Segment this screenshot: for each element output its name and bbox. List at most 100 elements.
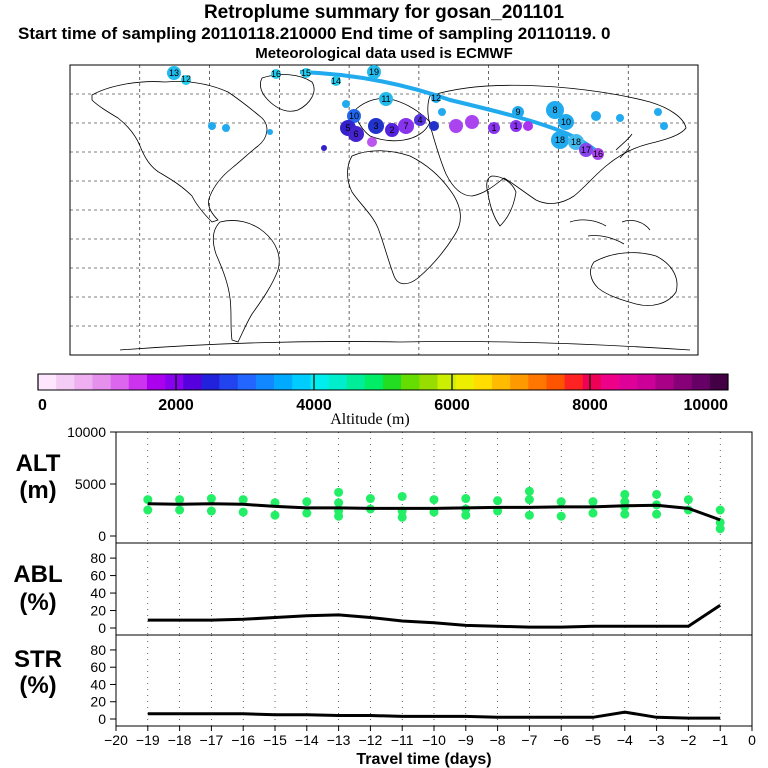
plume-marker: [465, 115, 479, 129]
plume-marker: [331, 76, 341, 86]
plume-marker: [488, 122, 500, 134]
colorbar-ticks: 0 2000 4000 6000 8000 10000: [37, 374, 729, 414]
altitude-point: [461, 494, 471, 504]
y-tick-label: 40: [90, 585, 106, 601]
colorbar-cell: [546, 374, 565, 390]
y-tick-label: 0: [98, 711, 106, 727]
altitude-point: [652, 489, 662, 499]
plume-marker: [367, 65, 381, 79]
plume-marker: [591, 111, 601, 121]
colorbar-cell: [655, 374, 674, 390]
y-tick-label: 40: [90, 676, 106, 692]
altitude-point: [652, 509, 662, 519]
plume-marker: [368, 118, 384, 134]
plume-marker: [438, 108, 446, 116]
colorbar-tick-label: 4000: [296, 397, 332, 414]
map-day-label: 12: [181, 74, 191, 84]
altitude-point: [715, 524, 725, 534]
panel-label: ALT: [16, 450, 61, 477]
y-tick-label: 80: [90, 642, 106, 658]
map-day-label: 18: [571, 137, 581, 147]
y-tick-label: 5000: [75, 476, 106, 492]
altitude-point: [206, 506, 216, 516]
map-day-label: 2: [389, 125, 394, 135]
altitude-point: [206, 494, 216, 504]
y-tick-label: 60: [90, 568, 106, 584]
colorbar-cell: [74, 374, 93, 390]
met-data-line: Meteorological data used is ECMWF: [255, 45, 513, 62]
colorbar-cell: [183, 374, 202, 390]
x-tick-label: −8: [490, 732, 506, 748]
sampling-time-line: Start time of sampling 20110118.210000 E…: [18, 24, 611, 43]
y-tick-label: 20: [90, 694, 106, 710]
map-day-label: 11: [381, 94, 390, 104]
x-tick-label: −12: [359, 732, 383, 748]
plume-marker: [558, 114, 574, 130]
plume-marker: [301, 68, 311, 78]
map-day-label: 5: [345, 123, 350, 133]
x-tick-label: −7: [521, 732, 537, 748]
plume-marker: [579, 143, 593, 157]
altitude-point: [238, 507, 248, 517]
colorbar-cell: [709, 374, 729, 390]
plume-marker: [208, 122, 216, 130]
x-tick-label: −15: [263, 732, 287, 748]
altitude-point: [461, 510, 471, 520]
plume-marker: [167, 66, 181, 80]
plume-marker: [568, 134, 584, 150]
colorbar-cell: [401, 374, 420, 390]
altitude-point: [334, 511, 344, 521]
plume-marker: [616, 114, 624, 122]
colorbar-tick-label: 2000: [158, 397, 194, 414]
altitude-point: [365, 494, 375, 504]
colorbar-tick-label: 10000: [684, 397, 729, 414]
altitude-point: [524, 486, 534, 496]
map-day-label: 15: [301, 68, 311, 78]
altitude-colorbar: 0 2000 4000 6000 8000 10000 Altitude (m): [37, 373, 729, 428]
plume-marker: [512, 106, 524, 118]
colorbar-cell: [237, 374, 257, 390]
altitude-point: [524, 495, 534, 505]
series-line-str: [147, 710, 721, 720]
series-line-alt: [147, 502, 721, 522]
map-day-label: 9: [515, 107, 520, 117]
colorbar-cell: [437, 374, 456, 390]
altitude-point: [270, 510, 280, 520]
map-day-label: 12: [431, 93, 441, 103]
altitude-point: [238, 495, 248, 505]
colorbar-cell: [328, 374, 347, 390]
x-tick-label: −10: [422, 732, 446, 748]
panel-label: ABL: [13, 561, 62, 588]
x-tick-label: −20: [104, 732, 128, 748]
x-tick-label: −13: [327, 732, 351, 748]
plume-marker: [271, 69, 281, 79]
y-tick-label: 80: [90, 550, 106, 566]
colorbar-cell: [364, 374, 384, 390]
plume-marker: [654, 108, 662, 116]
y-tick-label: 60: [90, 659, 106, 675]
panel-alt: 10000 5000 0 ALT(m): [16, 424, 753, 544]
panel-label: (%): [19, 589, 56, 616]
chart-title: Retroplume summary for gosan_201101: [203, 2, 565, 23]
colorbar-cell: [419, 374, 438, 390]
altitude-point: [620, 509, 630, 519]
map-day-label: 19: [369, 67, 379, 77]
altitude-point: [143, 505, 153, 515]
colorbar-cell: [146, 374, 166, 390]
colorbar-tick-label: 0: [38, 397, 47, 414]
altitude-point: [556, 511, 566, 521]
map-day-label: 4: [417, 115, 422, 125]
colorbar-cell: [637, 374, 656, 390]
altitude-point: [334, 498, 344, 508]
x-tick-label: −1: [712, 732, 728, 748]
plume-marker: [429, 121, 439, 131]
altitude-point: [588, 497, 598, 507]
altitude-point: [556, 497, 566, 507]
x-tick-label: −19: [136, 732, 160, 748]
altitude-point: [524, 510, 534, 520]
x-tick-label: −9: [458, 732, 474, 748]
x-tick-label: 0: [748, 732, 756, 748]
map-day-label: 10: [561, 117, 571, 127]
